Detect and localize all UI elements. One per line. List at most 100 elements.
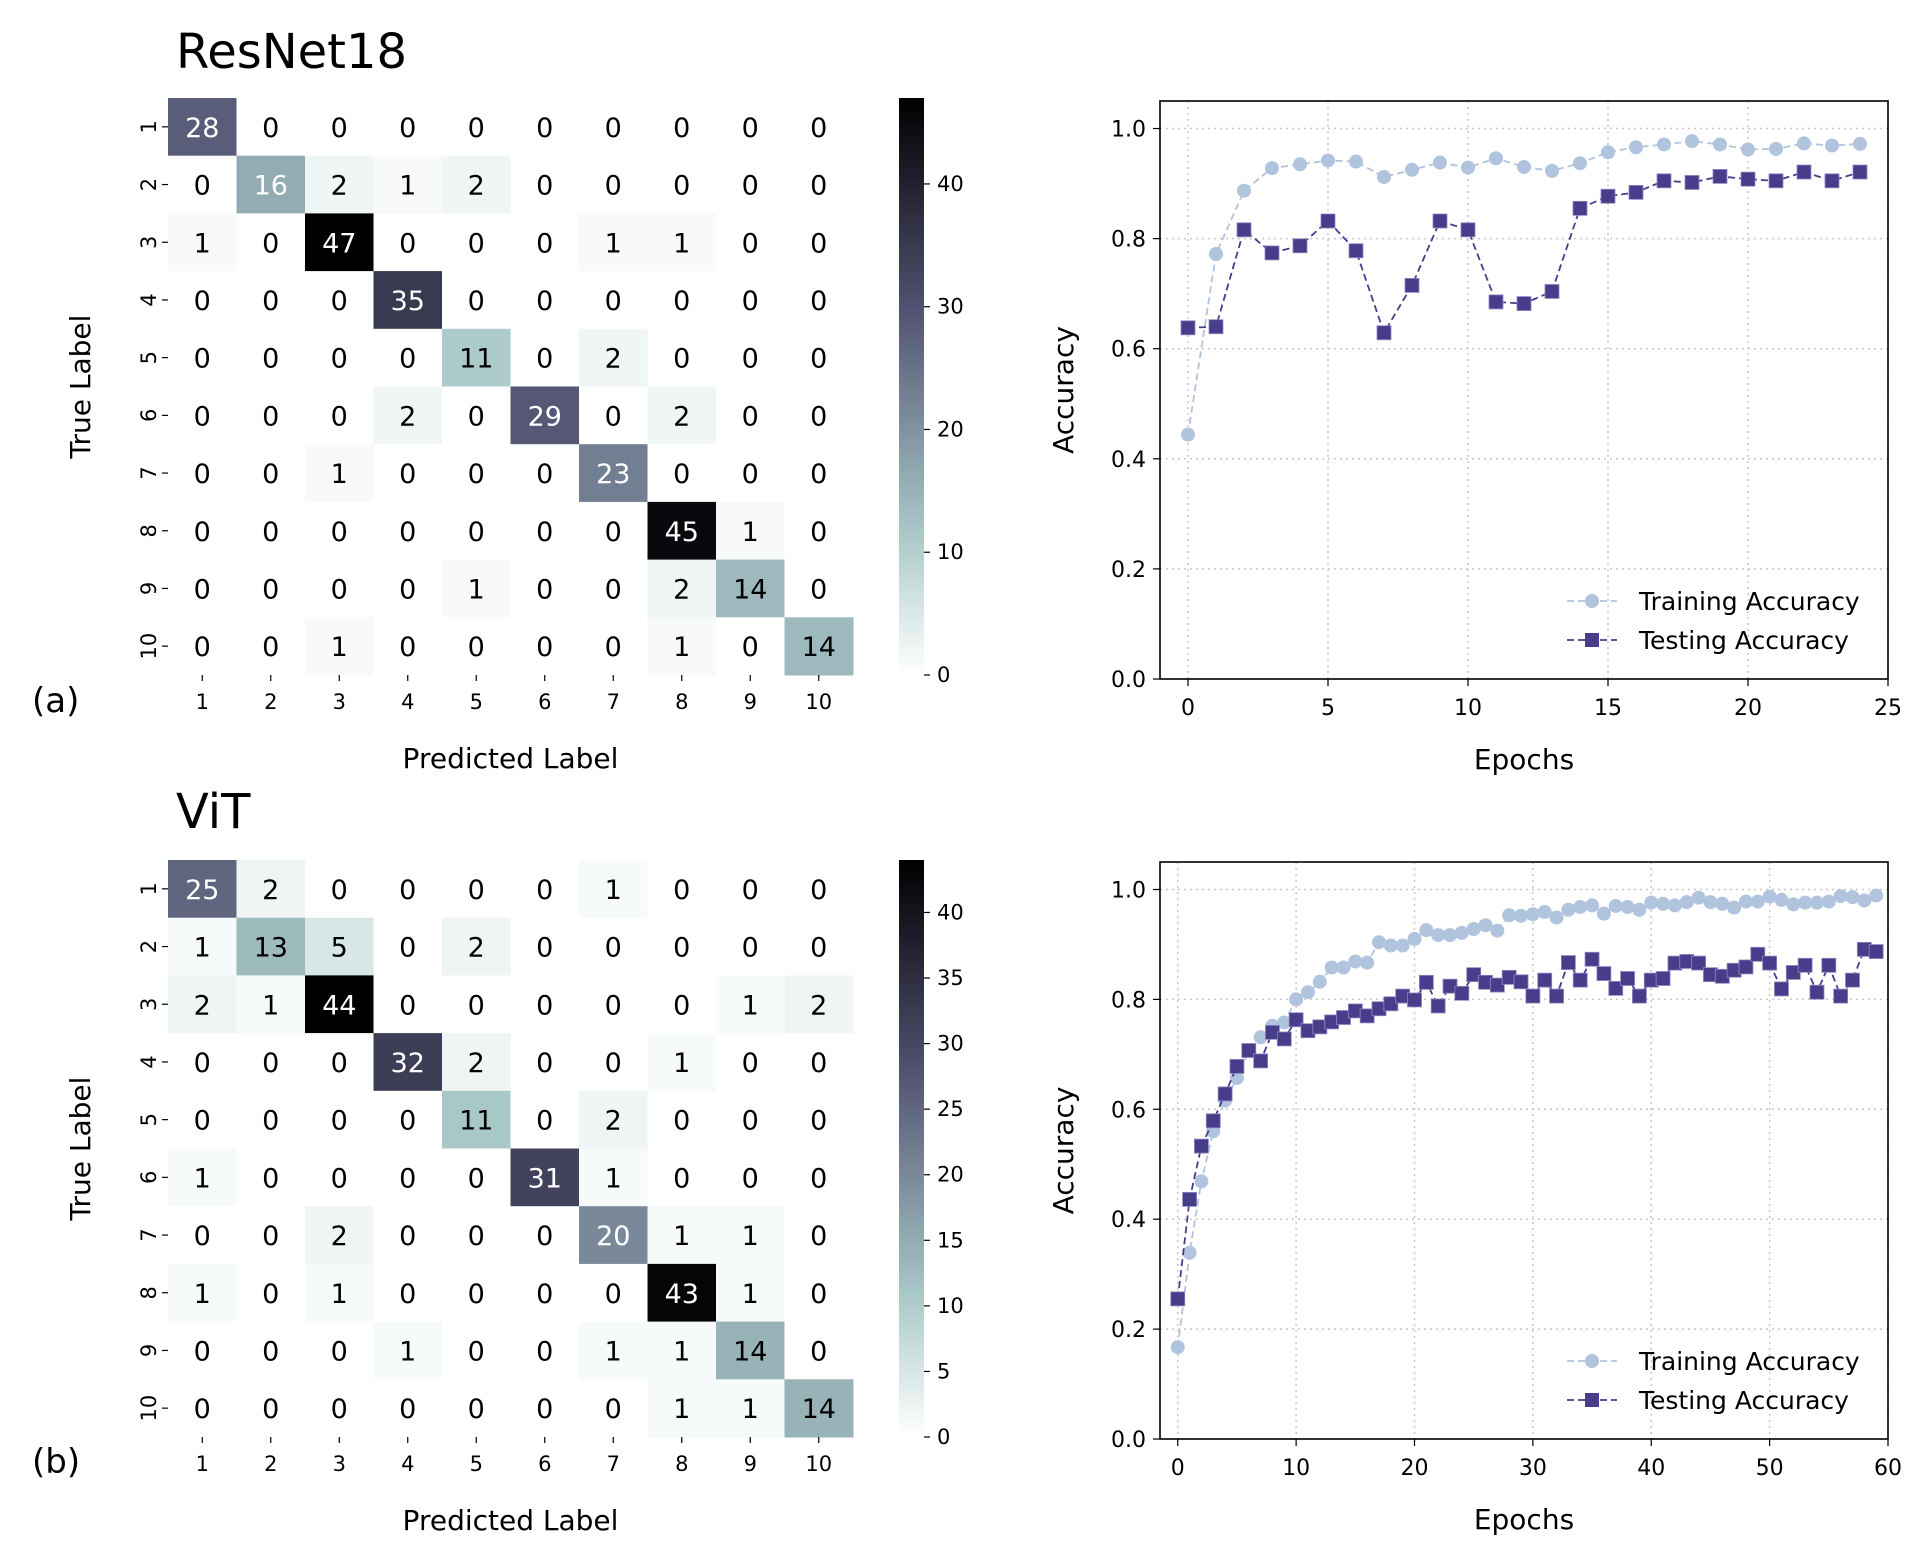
- cell-value: 1: [194, 1279, 211, 1310]
- data-point-circle: [1833, 889, 1848, 904]
- cell-value: 44: [322, 990, 356, 1021]
- cell-value: 0: [194, 1394, 211, 1425]
- cell-value: 1: [673, 1336, 690, 1367]
- heatmap-cell: [579, 1379, 648, 1438]
- x-tick-label: 9: [744, 1452, 757, 1476]
- cell-value: 35: [391, 286, 425, 317]
- cell-value: 0: [605, 1279, 622, 1310]
- data-point-square: [1833, 988, 1849, 1004]
- y-tick-label: 6: [137, 1171, 161, 1184]
- cell-value: 1: [331, 459, 348, 490]
- data-point-square: [1236, 222, 1252, 238]
- cell-value: 1: [262, 990, 279, 1021]
- data-point-square: [1264, 245, 1280, 261]
- y-tick-label: 10: [137, 633, 161, 660]
- x-tick-label: 4: [401, 1452, 414, 1476]
- data-point-circle: [1573, 156, 1587, 171]
- cell-value: 0: [536, 632, 553, 663]
- heatmap-cell: [236, 386, 306, 445]
- heatmap-cell: [579, 559, 648, 618]
- cell-value: 11: [459, 1106, 493, 1137]
- heatmap-cell: [784, 1033, 854, 1092]
- data-point-square: [1454, 985, 1470, 1001]
- x-tick-label: 10: [1282, 1456, 1310, 1481]
- plot-frame: [1159, 861, 1889, 1440]
- heatmap-cell: [442, 1206, 511, 1265]
- data-point-square: [1868, 944, 1884, 959]
- data-point-square: [1600, 188, 1616, 204]
- data-point-circle: [1431, 928, 1446, 943]
- heatmap-cell: [168, 1033, 237, 1092]
- cell-value: 0: [536, 574, 553, 605]
- cell-value: 0: [262, 344, 279, 375]
- data-point-square: [1182, 1192, 1197, 1207]
- cell-value: 0: [399, 1163, 416, 1194]
- heatmap-cell: [579, 328, 648, 387]
- heatmap-cell: [373, 501, 443, 561]
- cell-value: 0: [742, 875, 759, 906]
- heatmap-cell: [442, 1033, 511, 1092]
- cell-value: 0: [331, 1163, 348, 1194]
- data-point-circle: [1383, 938, 1398, 953]
- data-point-square: [1466, 967, 1482, 983]
- cell-value: 0: [194, 344, 211, 375]
- x-tick-label: 7: [607, 690, 620, 714]
- cell-value: 0: [194, 459, 211, 490]
- cell-value: 2: [468, 1048, 485, 1079]
- data-point-square: [1797, 957, 1813, 973]
- data-point-square: [1750, 946, 1766, 962]
- heatmap-cell: [168, 1321, 237, 1380]
- legend-circle-marker: [1585, 1354, 1599, 1368]
- cell-value: 0: [194, 1336, 211, 1367]
- data-point-square: [1276, 1031, 1292, 1047]
- x-tick-label: 8: [675, 690, 688, 714]
- cell-value: 0: [331, 1106, 348, 1137]
- heatmap-cell: [784, 213, 854, 272]
- cell-value: 2: [605, 1106, 622, 1137]
- heatmap-cell: [647, 98, 717, 157]
- y-tick-label: 0.8: [1111, 988, 1146, 1013]
- cell-value: 0: [194, 574, 211, 605]
- cell-value: 0: [673, 990, 690, 1021]
- cell-value: 14: [802, 632, 836, 663]
- heatmap-cell: [168, 1148, 237, 1207]
- heatmap-cell: [373, 1263, 443, 1323]
- heatmap-cell: [305, 1321, 374, 1380]
- cell-value: 0: [262, 113, 279, 144]
- cell-value: 0: [810, 344, 827, 375]
- heatmap-cell: [510, 1263, 580, 1323]
- x-tick-label: 10: [805, 1452, 832, 1476]
- x-tick-label: 1: [196, 690, 209, 714]
- data-point-circle: [1265, 161, 1279, 176]
- panel-label-b: (b): [32, 1442, 80, 1482]
- series-testing-accuracy: [1180, 164, 1868, 341]
- heatmap-cell: [168, 1379, 237, 1438]
- cell-value: 11: [459, 344, 493, 375]
- heatmap-cell: [373, 213, 443, 272]
- data-point-circle: [1667, 898, 1682, 913]
- heatmap-cell: [236, 271, 306, 330]
- heatmap-cell: [579, 1263, 648, 1323]
- data-point-square: [1738, 959, 1754, 975]
- cell-value: 0: [331, 1336, 348, 1367]
- colorbar-tick-label: 10: [937, 540, 964, 564]
- heatmap-cell: [510, 559, 580, 618]
- heatmap-cell: [442, 1148, 511, 1207]
- data-point-square: [1655, 971, 1671, 986]
- data-point-circle: [1585, 898, 1600, 913]
- cell-value: 32: [391, 1048, 425, 1079]
- heatmap-cell: [716, 1206, 785, 1265]
- cell-value: 0: [399, 574, 416, 605]
- cell-value: 0: [810, 113, 827, 144]
- cell-value: 0: [468, 286, 485, 317]
- cell-value: 0: [742, 933, 759, 964]
- cell-value: 0: [536, 1048, 553, 1079]
- cell-value: 0: [262, 459, 279, 490]
- data-point-circle: [1514, 908, 1529, 923]
- cell-value: 0: [194, 401, 211, 432]
- cell-value: 0: [194, 1221, 211, 1252]
- data-point-square: [1525, 988, 1541, 1004]
- y-axis-label: True Label: [64, 1077, 97, 1222]
- cell-value: 0: [742, 401, 759, 432]
- heatmap-cell: [168, 1090, 237, 1149]
